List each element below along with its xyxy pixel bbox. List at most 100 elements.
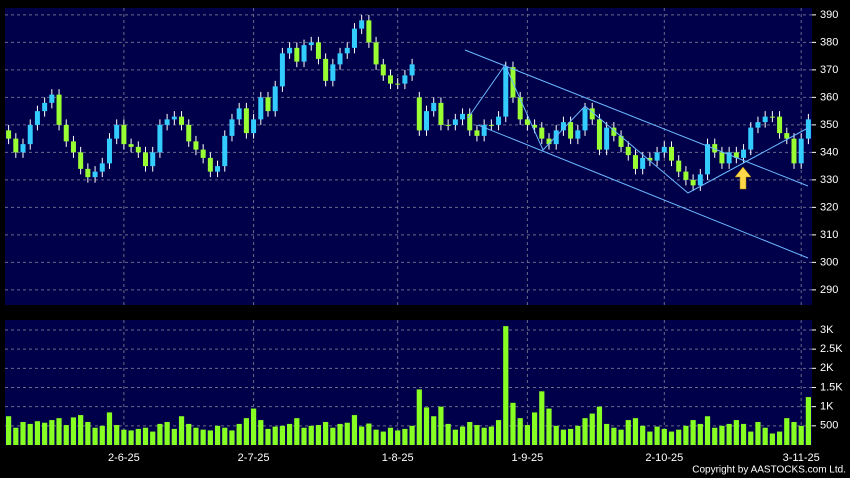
volume-bar: [805, 397, 811, 445]
candle-body: [315, 42, 321, 59]
volume-bar: [459, 426, 466, 445]
x-tick-label: 3-11-25: [783, 452, 820, 464]
candle-body: [481, 124, 487, 136]
channel-lower: [477, 124, 809, 259]
candle-body: [488, 124, 494, 126]
candle-body: [179, 116, 185, 125]
candle-body: [78, 152, 84, 169]
volume-bar: [34, 421, 41, 445]
volume-bar: [438, 406, 444, 445]
candle-body: [748, 127, 754, 150]
volume-bar: [330, 427, 336, 445]
candle-body: [6, 130, 12, 139]
arrow: [734, 166, 752, 190]
x-tick-label: 2-10-25: [645, 452, 683, 464]
volume-bar: [265, 428, 271, 445]
candle-body: [676, 160, 682, 172]
candle-body: [777, 116, 783, 134]
candle-body: [553, 130, 559, 145]
candle-body: [301, 45, 307, 62]
candle-body: [589, 108, 595, 120]
volume-bar: [733, 420, 739, 445]
volume-bar: [776, 431, 783, 445]
volume-bar: [20, 421, 26, 445]
candle-body: [157, 124, 163, 153]
candle-body: [330, 64, 336, 81]
volume-bar: [78, 415, 84, 445]
y-tick-label: 360: [820, 91, 838, 103]
candle-body: [279, 53, 285, 87]
volume-bar: [798, 425, 804, 445]
candle-body: [229, 119, 235, 136]
volume-bar: [56, 418, 62, 445]
candle-body: [42, 102, 48, 112]
volume-bar: [784, 418, 790, 445]
candle-body: [351, 28, 357, 48]
volume-bar: [135, 428, 141, 445]
volume-bar: [661, 428, 667, 445]
volume-bar: [193, 427, 199, 445]
candle-body: [474, 130, 480, 136]
volume-bar: [409, 425, 415, 445]
volume-bar: [618, 429, 624, 445]
candle-body: [243, 108, 249, 134]
volume-bar: [503, 326, 509, 445]
candle-body: [366, 20, 372, 43]
volume-bar: [178, 416, 185, 445]
volume-bar: [85, 421, 91, 445]
volume-bar: [452, 429, 458, 445]
y-tick-label: 500: [820, 420, 838, 432]
volume-bar: [229, 430, 235, 445]
candle-body: [697, 174, 703, 186]
candle-body: [222, 135, 228, 167]
candle-body: [640, 157, 646, 169]
candle-body: [784, 133, 790, 139]
candle-body: [193, 141, 199, 150]
volume-bar: [63, 425, 69, 445]
volume-bar: [157, 423, 163, 445]
volume-bar: [611, 427, 617, 445]
candle-body: [647, 157, 653, 161]
volume-bar: [380, 431, 386, 445]
candle-body: [402, 75, 408, 84]
volume-bar: [344, 422, 350, 445]
channel-upper: [464, 49, 809, 187]
candle-body: [560, 122, 566, 131]
volume-bar: [214, 425, 221, 445]
volume-bar: [769, 433, 775, 445]
candle-body: [496, 116, 502, 125]
candle-body: [539, 127, 545, 139]
volume-bar: [467, 421, 473, 445]
volume-bar: [604, 423, 610, 445]
candle-body: [344, 47, 350, 54]
volume-bar: [250, 408, 257, 445]
volume-bar: [272, 426, 278, 445]
x-tick-label: 1-8-25: [382, 452, 414, 464]
candle-body: [70, 141, 76, 153]
volume-bar: [207, 430, 213, 445]
trend-annotations: [464, 49, 809, 259]
candle-body: [236, 108, 242, 120]
y-tick-label: 1.5K: [820, 381, 843, 393]
candle-body: [294, 47, 300, 62]
candle-body: [56, 94, 62, 125]
volume-bar: [423, 407, 430, 445]
volume-bar: [740, 423, 747, 445]
candle-body: [272, 86, 278, 112]
volume-bar: [186, 423, 192, 445]
candle-body: [13, 138, 19, 153]
volume-bar: [488, 426, 494, 445]
candle-body: [395, 83, 401, 85]
candle-body: [517, 97, 523, 120]
y-tick-label: 3K: [820, 324, 834, 336]
candle-body: [114, 124, 120, 139]
volume-bar: [99, 425, 105, 445]
x-tick-label: 2-7-25: [238, 452, 270, 464]
candle-body: [409, 64, 415, 76]
candle-body: [258, 97, 264, 120]
volume-bar: [712, 427, 718, 445]
volume-bar: [596, 406, 603, 445]
candle-body: [805, 119, 811, 139]
candle-body: [99, 163, 105, 172]
candle-body: [503, 67, 509, 117]
